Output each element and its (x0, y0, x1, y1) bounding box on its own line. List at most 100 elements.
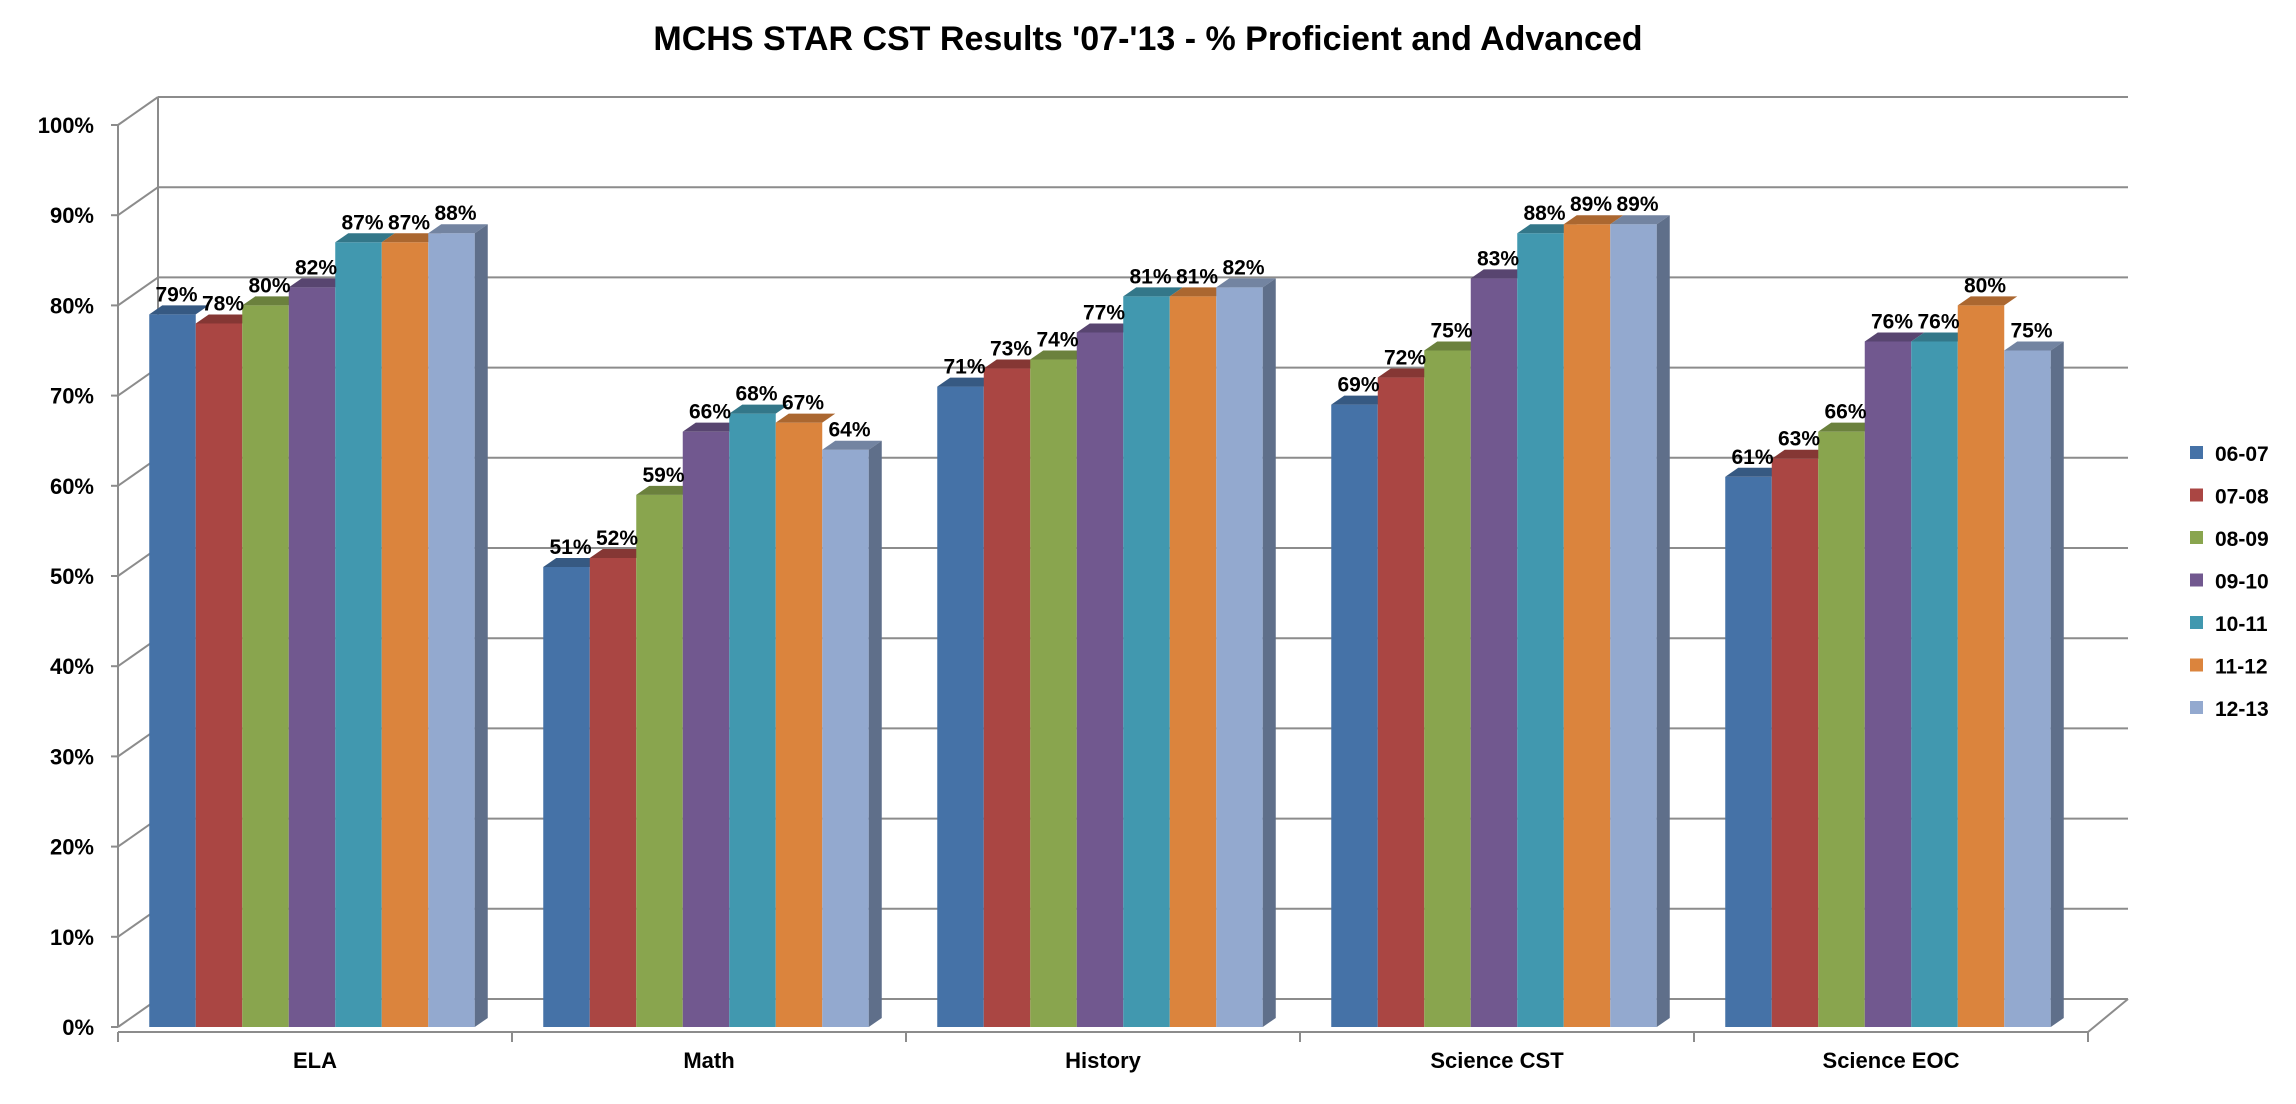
y-tick-label: 30% (50, 744, 94, 769)
y-tick-label: 70% (50, 384, 94, 409)
legend: 06-07 07-08 08-09 09-10 10-11 11-12 12-13 (2190, 443, 2269, 721)
bar-side (1262, 278, 1276, 1027)
bar (682, 422, 743, 1027)
data-label: 89% (1616, 193, 1658, 216)
bar (149, 305, 209, 1027)
bar-front (1957, 305, 2005, 1027)
data-label: 69% (1337, 374, 1379, 397)
bar-top (983, 359, 1044, 369)
y-tick-label: 20% (50, 835, 94, 860)
bar-front (775, 422, 823, 1027)
data-label: 83% (1477, 247, 1519, 270)
bar-top (1424, 341, 1484, 351)
legend-label: 09-10 (2215, 571, 2269, 594)
legend-swatch (2190, 616, 2203, 629)
legend-swatch (2190, 573, 2203, 587)
legend-item: 09-10 (2190, 571, 2269, 594)
legend-swatch (2190, 701, 2203, 714)
bar (1517, 224, 1577, 1028)
bar-front (1076, 332, 1124, 1028)
bar-top (288, 278, 349, 288)
data-label: 81% (1176, 265, 1218, 288)
legend-item: 10-11 (2190, 613, 2268, 636)
y-tick-label: 60% (50, 474, 94, 499)
bar-top (682, 422, 743, 432)
y-tick-label: 80% (50, 293, 94, 318)
bar-front (937, 386, 984, 1028)
bar-side (2050, 341, 2064, 1027)
data-label: 67% (782, 392, 824, 415)
bar-top (1470, 269, 1531, 279)
data-label: 66% (689, 401, 731, 424)
bar (288, 278, 349, 1027)
bar-top (1331, 395, 1391, 405)
bar-top (1216, 278, 1276, 288)
bar-front (428, 233, 475, 1028)
bar-side (1656, 215, 1670, 1028)
labels-layer: 79% 78%80%82%87% 87% 88%51% 52%59%66%68% 67%6… (155, 193, 2052, 559)
legend-label: 07-08 (2215, 486, 2269, 509)
bar-front (149, 314, 196, 1027)
data-label: 80% (248, 274, 290, 297)
bar-front (1610, 224, 1657, 1028)
bar-top (729, 404, 789, 414)
x-category-label: Math (683, 1048, 734, 1073)
data-label: 75% (1430, 320, 1472, 343)
bar-top (937, 377, 997, 387)
bar (1076, 323, 1137, 1028)
bar-top (195, 314, 256, 324)
bar (729, 404, 789, 1027)
bar-front (381, 242, 429, 1027)
bar-front (1725, 476, 1772, 1027)
bar (1470, 269, 1531, 1028)
bar-front (1123, 296, 1170, 1027)
legend-label: 06-07 (2215, 443, 2269, 466)
data-label: 73% (990, 338, 1032, 361)
bar-front (1030, 359, 1077, 1027)
bar (1030, 350, 1090, 1027)
bar-top (1377, 368, 1438, 378)
bar-front (1377, 377, 1425, 1027)
bar-top (822, 440, 882, 450)
bar (1563, 215, 1624, 1028)
bar (242, 296, 302, 1027)
data-label: 63% (1778, 428, 1820, 451)
bar (1610, 215, 1670, 1028)
bar (2004, 341, 2064, 1027)
bar-top (335, 233, 395, 243)
data-label: 77% (1083, 301, 1125, 324)
bar (1725, 467, 1785, 1027)
bar-top (775, 413, 836, 423)
bar-top (381, 233, 442, 243)
bar-front (729, 413, 776, 1027)
bar (381, 233, 442, 1027)
data-label: 72% (1384, 347, 1426, 370)
data-label: 75% (2010, 320, 2052, 343)
data-label: 76% (1871, 310, 1913, 333)
data-label: 89% (1570, 193, 1612, 216)
data-label: 61% (1731, 446, 1773, 469)
bar-top (1725, 467, 1785, 477)
bar-top (2004, 341, 2064, 351)
legend-item: 12-13 (2190, 698, 2269, 721)
bar-top (1818, 422, 1878, 432)
x-category-label: ELA (293, 1048, 337, 1073)
data-label: 78% (202, 292, 244, 315)
legend-swatch (2190, 531, 2203, 544)
bar-top (1864, 332, 1925, 342)
bar-front (983, 368, 1031, 1027)
y-tick-label: 50% (50, 564, 94, 589)
bar-front (195, 323, 243, 1027)
gridline-connector (117, 96, 159, 126)
bar (1424, 341, 1484, 1027)
bar (589, 548, 650, 1027)
bar-front (636, 494, 683, 1027)
legend-item: 06-07 (2190, 443, 2269, 466)
y-tick-label: 100% (38, 113, 94, 138)
legend-swatch (2190, 658, 2203, 672)
bar-front (242, 305, 289, 1027)
bar-top (149, 305, 209, 315)
bars-layer (149, 215, 2064, 1028)
bar-top (1957, 296, 2018, 306)
